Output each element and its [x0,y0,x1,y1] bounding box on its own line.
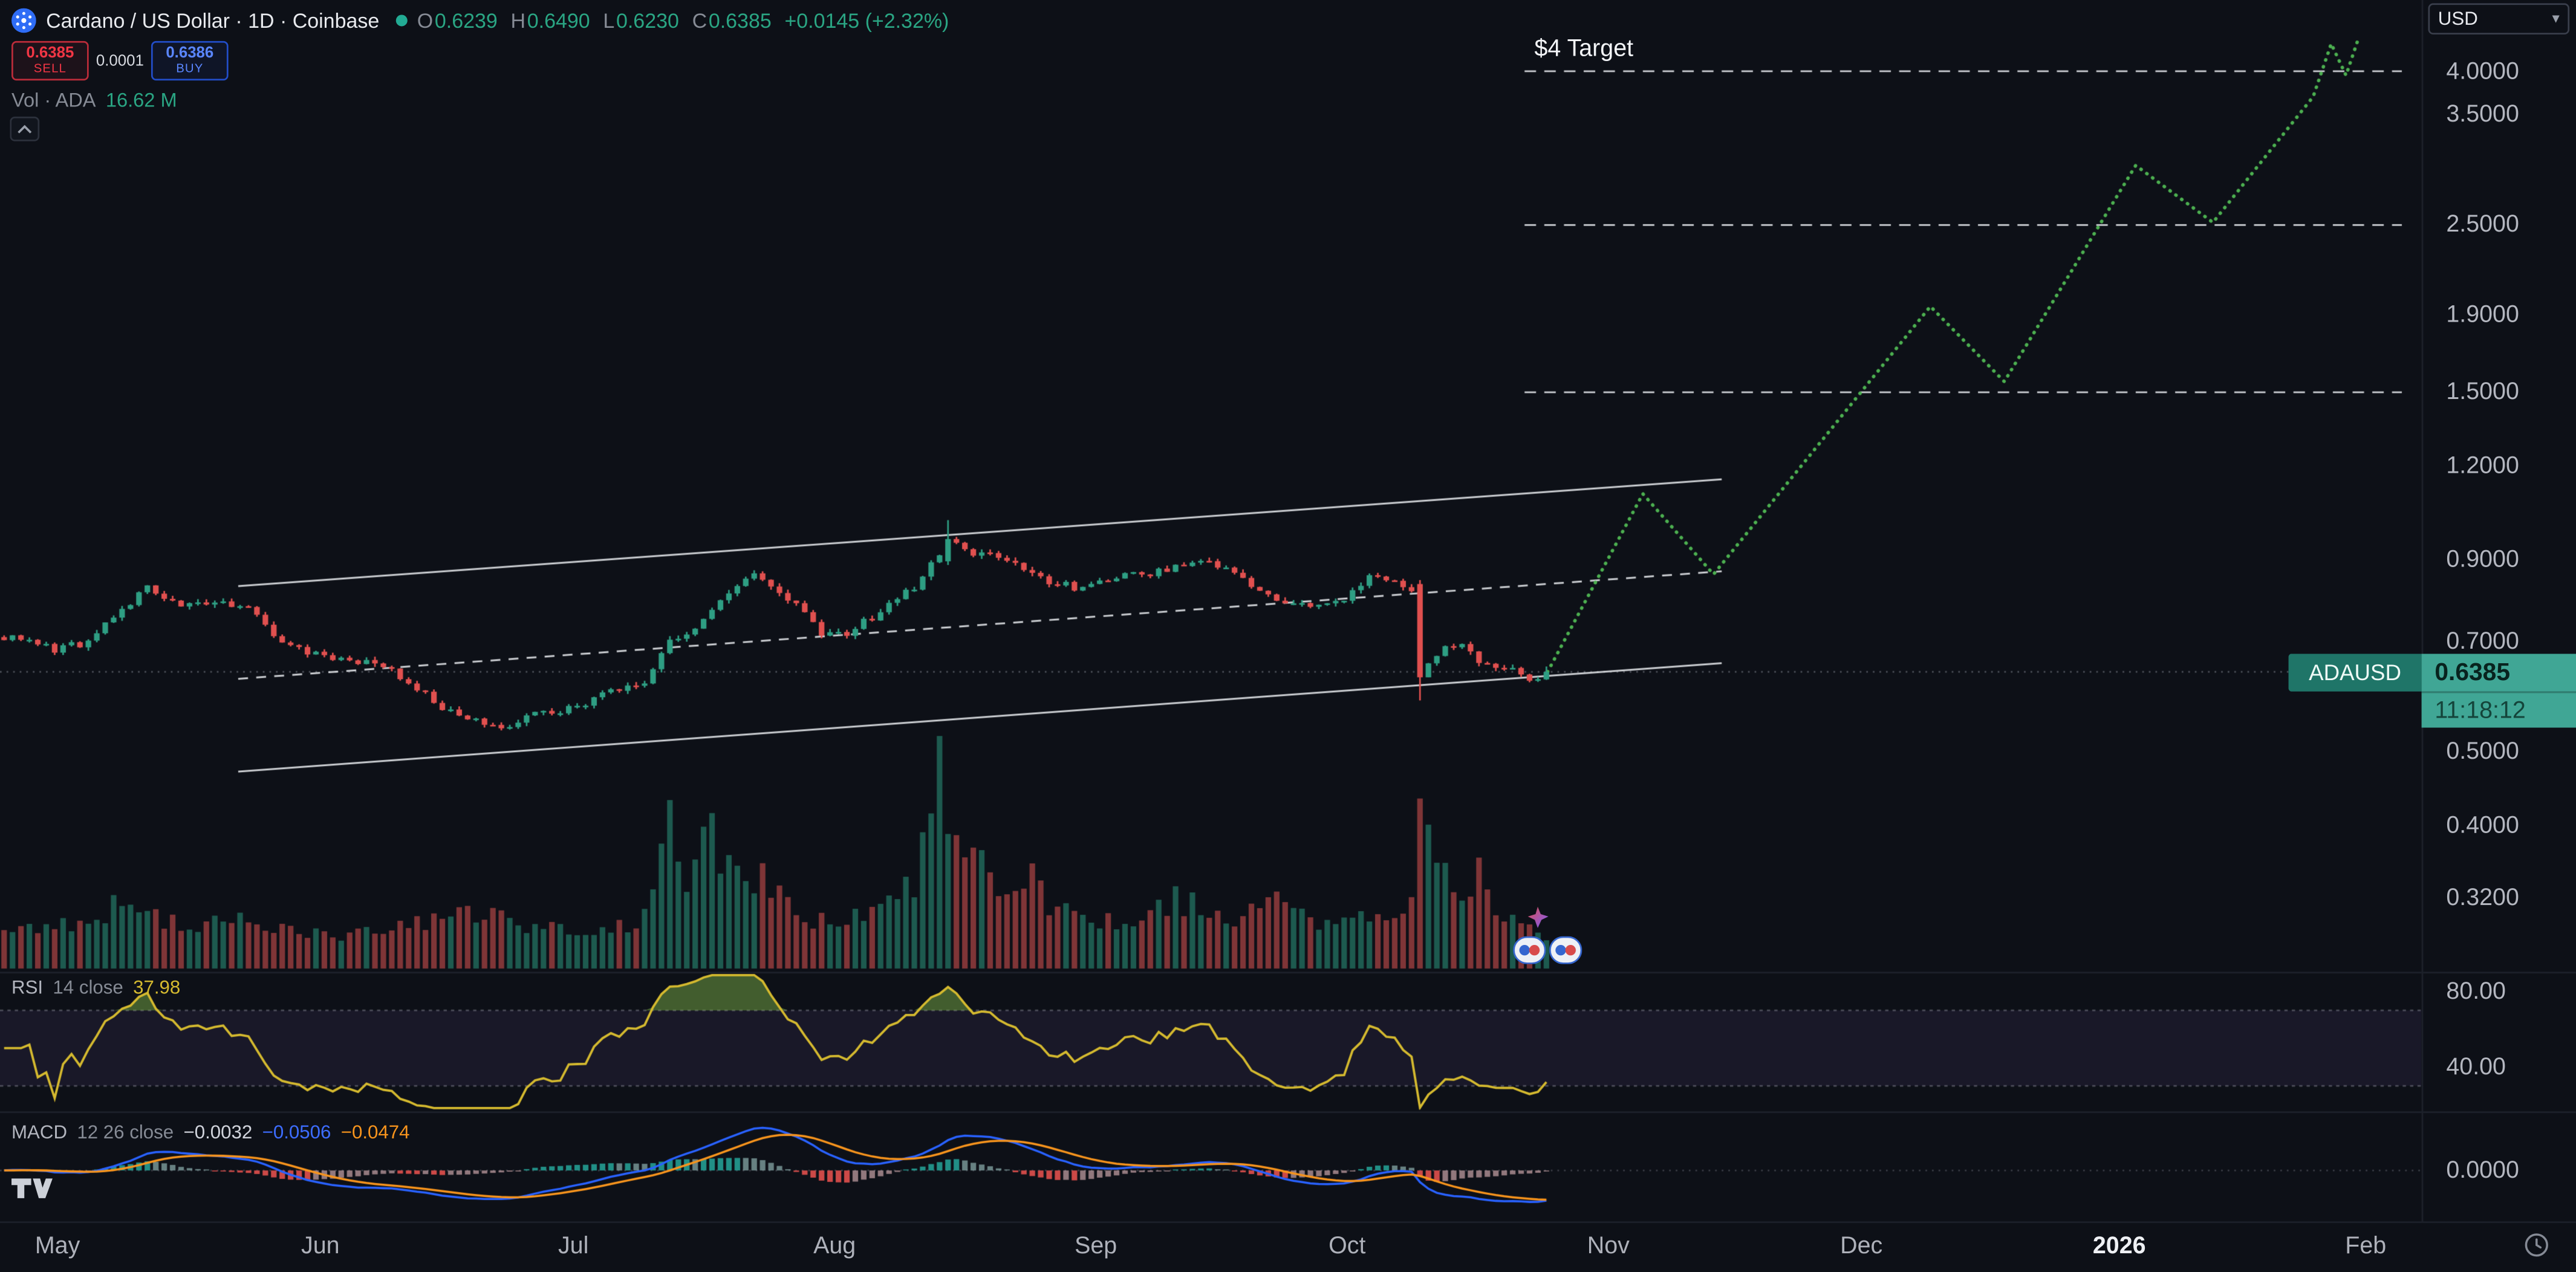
price-change: +0.0145 (+2.32%) [784,8,949,32]
price-axis-label: 1.9000 [2446,302,2519,329]
spread-value: 0.0001 [96,51,144,70]
price-label-countdown: 11:18:12 [2421,691,2576,728]
price-label-symbol: ADAUSD [2288,654,2422,692]
price-axis-label: 3.5000 [2446,102,2519,128]
price-axis-label: 2.5000 [2446,212,2519,238]
series-marker-icon [395,15,408,27]
rsi-legend[interactable]: RSI 14 close 37.98 [11,979,181,999]
chevron-up-icon [18,125,32,134]
price-axis-label: 1.5000 [2446,379,2519,406]
time-axis-label: Jul [558,1233,589,1260]
time-axis-label: Dec [1840,1233,1883,1260]
rsi-axis-label: 80.00 [2446,979,2506,1005]
time-axis-label: Feb [2345,1233,2387,1260]
badge-sticker-icon[interactable] [1549,936,1582,973]
time-axis-label: May [34,1233,80,1260]
volume-legend: Vol · ADA 16.62 M [11,88,177,112]
time-axis-label-year: 2026 [2092,1233,2146,1260]
price-axis-label: 1.2000 [2446,453,2519,480]
currency-selector[interactable]: USD ▾ [2428,3,2570,35]
clock-icon[interactable] [2523,1232,2549,1267]
sell-button[interactable]: 0.6385 SELL [11,41,89,81]
price-axis-label: 0.5000 [2446,739,2519,766]
chevron-down-icon: ▾ [2552,10,2560,27]
symbol-title[interactable]: Cardano / US Dollar · 1D · Coinbase [46,8,380,32]
ohlc-values: O 0.6239 H 0.6490 L 0.6230 C 0.6385 +0.0145 … [417,8,949,32]
price-label-value: 0.6385 [2421,654,2576,692]
macd-legend[interactable]: MACD 12 26 close −0.0032 −0.0506 −0.0474 [11,1123,410,1143]
time-axis-label: Nov [1587,1233,1630,1260]
price-axis-label: 0.9000 [2446,547,2519,574]
time-axis-label: Oct [1329,1233,1366,1260]
cardano-logo-icon [11,8,36,33]
price-axis-label: 0.3200 [2446,885,2519,912]
symbol-legend: Cardano / US Dollar · 1D · Coinbase O 0.6… [11,8,949,33]
macd-axis-label: 0.0000 [2446,1158,2519,1184]
time-axis-label: Jun [301,1233,340,1260]
sparkle-sticker-icon[interactable] [1524,905,1550,939]
trade-widget: 0.6385 SELL 0.0001 0.6386 BUY [11,41,229,81]
target-annotation[interactable]: $4 Target [1534,36,1634,63]
tradingview-logo[interactable] [10,1176,53,1209]
time-axis-label: Sep [1075,1233,1117,1260]
price-axis-label: 0.7000 [2446,629,2519,656]
price-axis-label: 0.4000 [2446,813,2519,840]
collapse-legend-button[interactable] [10,116,40,141]
time-axis-label: Aug [813,1233,856,1260]
badge-sticker-icon[interactable] [1513,936,1546,973]
price-axis[interactable]: USD ▾ 4.0000 3.5000 2.5000 1.9000 1.5000 … [2422,0,2576,1222]
buy-button[interactable]: 0.6386 BUY [151,41,229,81]
rsi-axis-label: 40.00 [2446,1054,2506,1081]
price-axis-label: 4.0000 [2446,59,2519,86]
